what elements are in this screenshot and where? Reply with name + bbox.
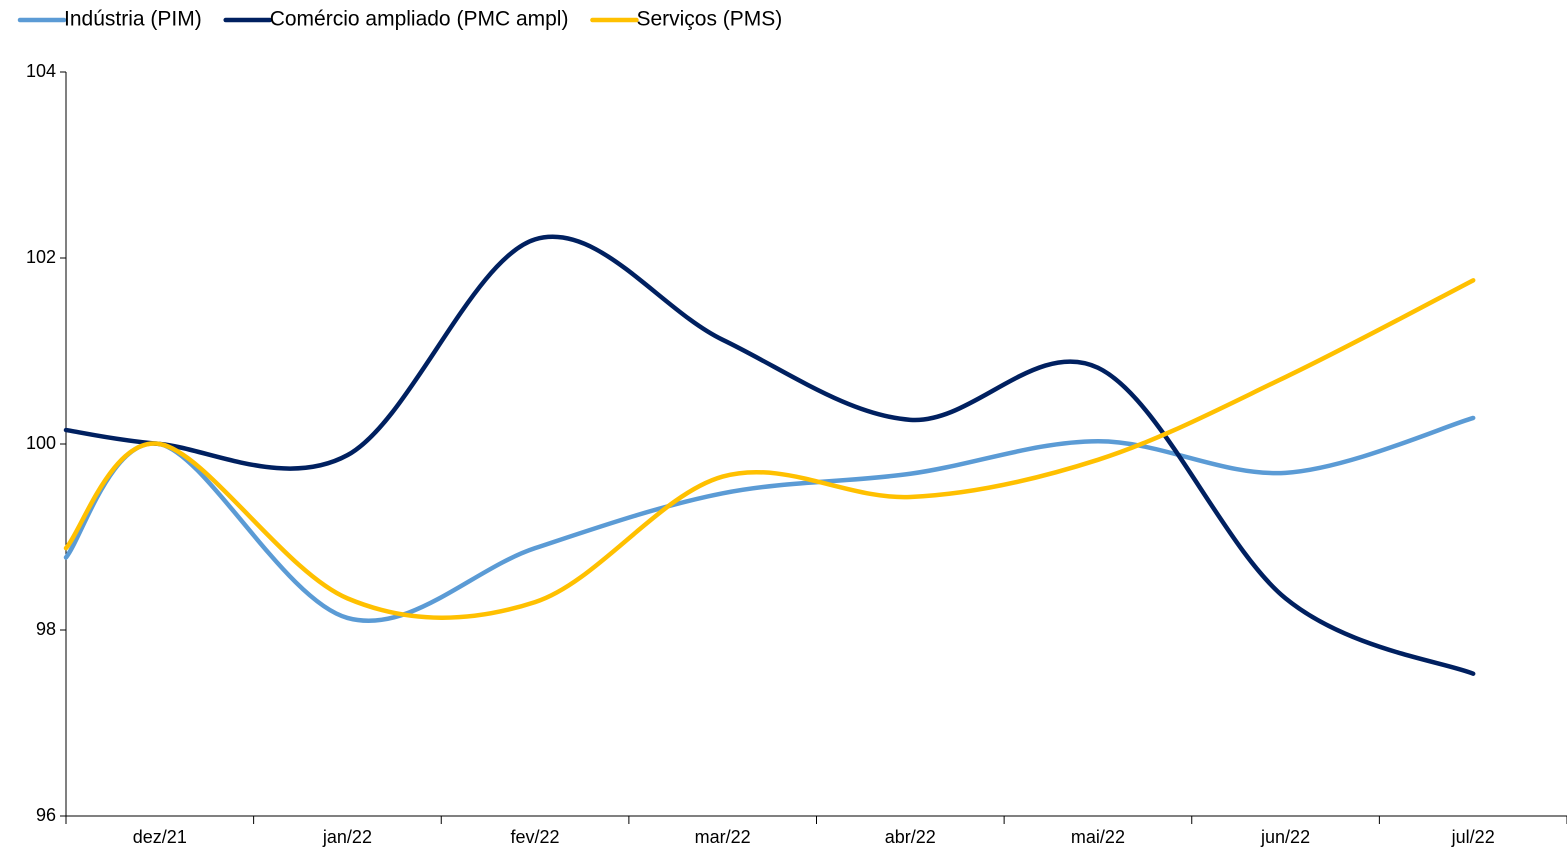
- y-tick-label: 96: [36, 805, 56, 825]
- series-line: [63, 278, 1476, 620]
- legend-label: Comércio ampliado (PMC ampl): [270, 8, 569, 31]
- x-tick-label: mai/22: [1071, 827, 1125, 847]
- x-tick-label: dez/21: [133, 827, 187, 847]
- x-tick-label: jun/22: [1260, 827, 1310, 847]
- y-tick-label: 98: [36, 619, 56, 639]
- y-tick-label: 100: [26, 433, 56, 453]
- legend-label: Indústria (PIM): [64, 8, 202, 31]
- axes: [65, 72, 1567, 817]
- series-line: [63, 415, 1476, 623]
- legend-label: Serviços (PMS): [636, 8, 782, 31]
- y-tick-label: 102: [26, 247, 56, 267]
- series-line: [63, 234, 1476, 676]
- x-tick-label: mar/22: [695, 827, 751, 847]
- x-tick-label: jan/22: [322, 827, 372, 847]
- x-tick-label: jul/22: [1451, 827, 1495, 847]
- x-tick-label: fev/22: [511, 827, 560, 847]
- y-tick-label: 104: [26, 61, 56, 81]
- x-tick-label: abr/22: [885, 827, 936, 847]
